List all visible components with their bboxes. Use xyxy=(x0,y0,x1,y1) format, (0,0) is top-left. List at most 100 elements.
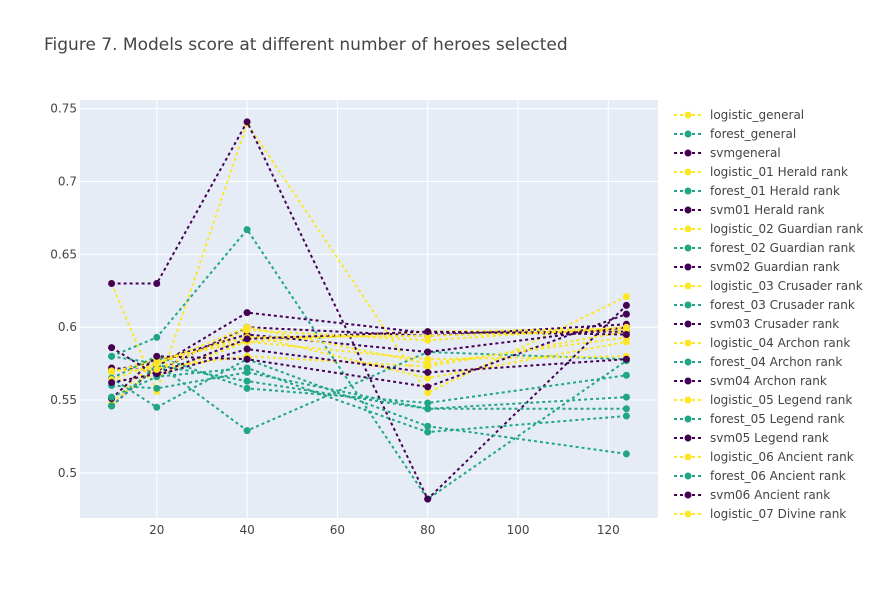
y-tick-label: 0.75 xyxy=(50,102,77,116)
legend-swatch-marker xyxy=(684,206,692,214)
legend-swatch-marker xyxy=(684,263,692,271)
legend-item[interactable]: svm01 Herald rank xyxy=(674,203,824,217)
x-tick-label: 100 xyxy=(507,523,530,537)
legend-label: forest_04 Archon rank xyxy=(710,355,842,369)
legend-item[interactable]: svmgeneral xyxy=(674,146,781,160)
legend-item[interactable]: forest_01 Herald rank xyxy=(674,184,840,198)
data-point xyxy=(108,379,116,387)
data-point xyxy=(153,384,161,392)
legend-label: logistic_07 Divine rank xyxy=(710,507,846,521)
legend-item[interactable]: logistic_05 Legend rank xyxy=(674,393,852,407)
plot-area xyxy=(80,100,658,518)
x-tick-label: 20 xyxy=(149,523,164,537)
legend-swatch-marker xyxy=(684,510,692,518)
legend-item[interactable]: logistic_general xyxy=(674,108,804,122)
legend-item[interactable]: logistic_01 Herald rank xyxy=(674,165,848,179)
legend-swatch-marker xyxy=(684,225,692,233)
data-point xyxy=(243,226,251,234)
legend-item[interactable]: forest_06 Ancient rank xyxy=(674,469,846,483)
legend-label: logistic_general xyxy=(710,108,804,122)
data-point xyxy=(243,309,251,317)
data-point xyxy=(108,280,116,288)
data-point xyxy=(424,428,432,436)
data-point xyxy=(622,293,630,301)
legend-item[interactable]: logistic_07 Divine rank xyxy=(674,507,846,521)
data-point xyxy=(424,399,432,407)
data-point xyxy=(243,355,251,363)
legend-swatch-marker xyxy=(684,453,692,461)
data-point xyxy=(424,389,432,397)
data-point xyxy=(243,118,251,126)
legend-label: svm06 Ancient rank xyxy=(710,488,830,502)
data-point xyxy=(622,393,630,401)
legend-label: svm05 Legend rank xyxy=(710,431,829,445)
x-axis-ticks: 20 40 60 80 100 120 xyxy=(149,523,620,537)
legend-label: svm04 Archon rank xyxy=(710,374,827,388)
data-point xyxy=(153,352,161,360)
data-point xyxy=(153,333,161,341)
legend-label: forest_06 Ancient rank xyxy=(710,469,846,483)
data-point xyxy=(153,280,161,288)
legend-item[interactable]: svm03 Crusader rank xyxy=(674,317,839,331)
legend-label: logistic_02 Guardian rank xyxy=(710,222,863,236)
series-line xyxy=(111,371,627,410)
legend-swatch-marker xyxy=(684,301,692,309)
y-tick-label: 0.6 xyxy=(58,320,77,334)
x-tick-label: 120 xyxy=(597,523,620,537)
legend-swatch-marker xyxy=(684,491,692,499)
y-axis-ticks: 0.5 0.55 0.6 0.65 0.7 0.75 xyxy=(50,102,77,480)
legend-item[interactable]: forest_03 Crusader rank xyxy=(674,298,855,312)
data-point xyxy=(108,367,116,375)
legend-item[interactable]: svm02 Guardian rank xyxy=(674,260,840,274)
series-line xyxy=(111,326,627,372)
data-point xyxy=(424,405,432,413)
legend-label: svmgeneral xyxy=(710,146,781,160)
data-point xyxy=(622,355,630,363)
legend-item[interactable]: logistic_02 Guardian rank xyxy=(674,222,863,236)
legend-label: forest_05 Legend rank xyxy=(710,412,844,426)
legend-swatch-marker xyxy=(684,434,692,442)
data-point xyxy=(108,402,116,410)
series-20 xyxy=(108,328,630,387)
grid xyxy=(80,100,658,518)
data-point xyxy=(622,405,630,413)
legend-item[interactable]: svm04 Archon rank xyxy=(674,374,827,388)
data-point xyxy=(622,412,630,420)
data-point xyxy=(424,422,432,430)
legend-item[interactable]: logistic_04 Archon rank xyxy=(674,336,850,350)
legend-item[interactable]: forest_02 Guardian rank xyxy=(674,241,855,255)
data-point xyxy=(243,335,251,343)
legend-swatch-marker xyxy=(684,244,692,252)
legend-item[interactable]: forest_general xyxy=(674,127,796,141)
series-2 xyxy=(108,118,630,503)
series-19 xyxy=(108,364,630,436)
legend-label: forest_01 Herald rank xyxy=(710,184,840,198)
data-point xyxy=(243,326,251,334)
data-point xyxy=(243,364,251,372)
series-line xyxy=(111,330,627,384)
series-line xyxy=(111,227,627,501)
legend-label: forest_general xyxy=(710,127,796,141)
legend-item[interactable]: svm06 Ancient rank xyxy=(674,488,830,502)
legend-item[interactable]: logistic_03 Crusader rank xyxy=(674,279,863,293)
legend-item[interactable]: forest_04 Archon rank xyxy=(674,355,842,369)
legend-swatch-marker xyxy=(684,415,692,423)
legend-item[interactable]: svm05 Legend rank xyxy=(674,431,829,445)
data-point xyxy=(153,403,161,411)
data-point xyxy=(243,384,251,392)
legend-swatch-marker xyxy=(684,111,692,119)
data-point xyxy=(424,348,432,356)
legend-item[interactable]: forest_05 Legend rank xyxy=(674,412,844,426)
legend-label: forest_03 Crusader rank xyxy=(710,298,855,312)
data-point xyxy=(622,323,630,331)
legend-label: forest_02 Guardian rank xyxy=(710,241,855,255)
legend-swatch-marker xyxy=(684,187,692,195)
legend-swatch-marker xyxy=(684,377,692,385)
legend[interactable]: logistic_general forest_general svmgeneral… xyxy=(674,108,863,521)
legend-swatch-marker xyxy=(684,472,692,480)
legend-item[interactable]: logistic_06 Ancient rank xyxy=(674,450,854,464)
data-point xyxy=(622,310,630,318)
data-point xyxy=(153,360,161,368)
legend-label: logistic_04 Archon rank xyxy=(710,336,850,350)
